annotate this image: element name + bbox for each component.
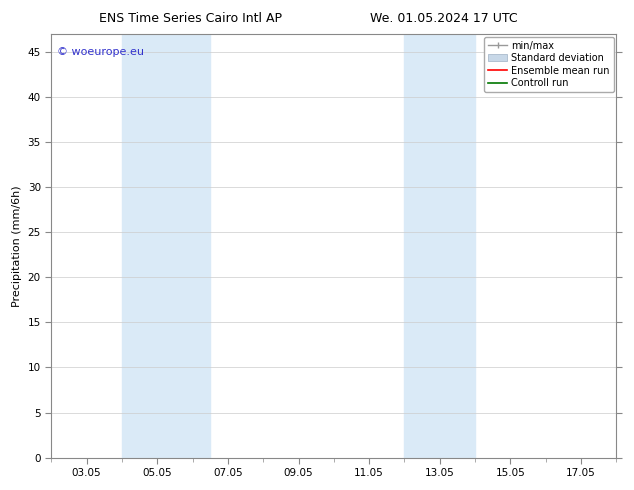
Text: We. 01.05.2024 17 UTC: We. 01.05.2024 17 UTC <box>370 12 517 25</box>
Text: ENS Time Series Cairo Intl AP: ENS Time Series Cairo Intl AP <box>99 12 281 25</box>
Text: © woeurope.eu: © woeurope.eu <box>57 47 144 57</box>
Bar <box>404 34 475 458</box>
Y-axis label: Precipitation (mm/6h): Precipitation (mm/6h) <box>12 185 22 307</box>
Bar <box>122 34 210 458</box>
Legend: min/max, Standard deviation, Ensemble mean run, Controll run: min/max, Standard deviation, Ensemble me… <box>484 37 614 92</box>
